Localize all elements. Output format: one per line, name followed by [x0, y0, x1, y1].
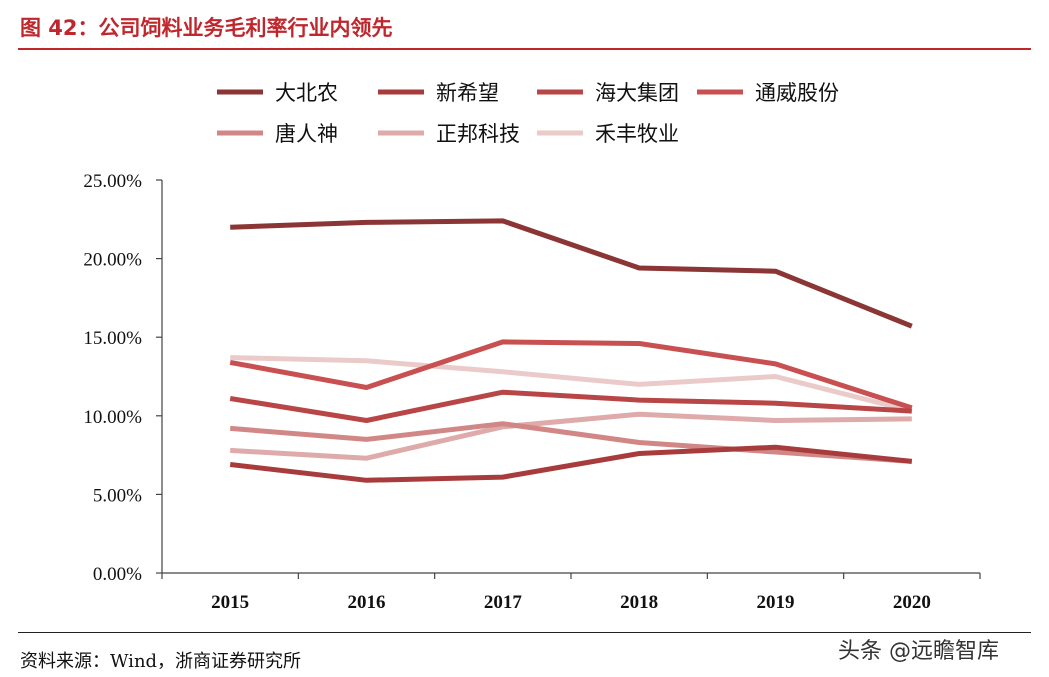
figure-title: 图 42：公司饲料业务毛利率行业内领先: [20, 16, 393, 40]
y-tick-label: 20.00%: [83, 250, 142, 271]
y-tick-label: 25.00%: [83, 171, 142, 192]
x-tick-label: 2018: [620, 592, 658, 613]
legend-item-6: 禾丰牧业: [537, 122, 679, 146]
series-line-4: [229, 421, 912, 464]
series-line-2: [229, 389, 912, 423]
legend-item-0: 大北农: [217, 81, 338, 105]
legend-label: 新希望: [436, 81, 499, 105]
chart-axes: 0.00% 5.00% 10.00% 15.00% 20.00% 25.00% 2015 20…: [83, 171, 981, 613]
legend-label: 海大集团: [595, 81, 679, 105]
y-tick-label: 10.00%: [83, 407, 142, 428]
series-line-0: [230, 218, 913, 329]
chart-series: [229, 218, 913, 483]
legend-item-4: 唐人神: [217, 122, 338, 146]
y-tick-label: 5.00%: [93, 485, 142, 506]
title-divider: [18, 48, 1031, 50]
x-tick-label: 2016: [348, 592, 386, 613]
source-note: 资料来源：Wind，浙商证券研究所: [20, 651, 302, 672]
y-tick-label: 0.00%: [93, 564, 142, 585]
y-tick-label: 15.00%: [83, 328, 142, 349]
footer-divider: [18, 632, 1031, 633]
series-line-3: [229, 339, 913, 411]
x-tick-label: 2015: [211, 592, 249, 613]
legend-label: 正邦科技: [436, 122, 520, 146]
series-line-6: [230, 355, 913, 414]
legend-item-3: 通威股份: [697, 81, 839, 105]
legend-label: 唐人神: [275, 122, 338, 146]
legend-item-2: 海大集团: [537, 81, 679, 105]
legend-item-1: 新希望: [378, 81, 499, 105]
legend-label: 大北农: [275, 81, 338, 105]
legend-label: 通威股份: [755, 81, 839, 105]
series-line-1: [229, 444, 913, 483]
series-line-5: [230, 411, 912, 461]
watermark: 头条 @远瞻智库: [838, 639, 999, 664]
x-tick-label: 2019: [757, 592, 795, 613]
legend-item-5: 正邦科技: [378, 122, 520, 146]
x-tick-label: 2017: [484, 592, 523, 613]
legend-label: 禾丰牧业: [595, 122, 679, 146]
x-tick-label: 2020: [893, 592, 931, 613]
